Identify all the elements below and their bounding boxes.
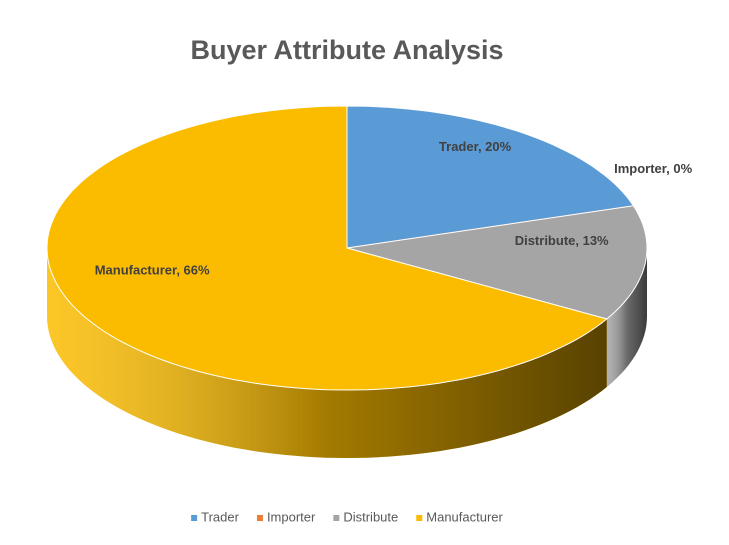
data-label: Distribute, 13%	[515, 233, 609, 248]
legend-swatch	[333, 515, 340, 521]
legend-swatch	[416, 515, 423, 521]
slice	[346, 205, 648, 320]
slice	[46, 105, 608, 391]
legend-label: Importer	[267, 509, 316, 524]
data-label: Manufacturer, 66%	[95, 263, 210, 278]
legend-label: Trader	[201, 509, 239, 524]
data-label: Trader, 20%	[439, 139, 512, 154]
slice-side-shade	[606, 248, 647, 387]
legend-label: Distribute	[343, 509, 398, 524]
chart-title: Buyer Attribute Analysis	[190, 35, 503, 65]
data-label: Importer, 0%	[614, 161, 692, 176]
legend-swatch	[191, 515, 198, 521]
legend-label: Manufacturer	[426, 509, 503, 524]
slice	[346, 105, 635, 249]
legend-swatch	[256, 515, 263, 521]
slice-side-shade	[47, 248, 607, 458]
